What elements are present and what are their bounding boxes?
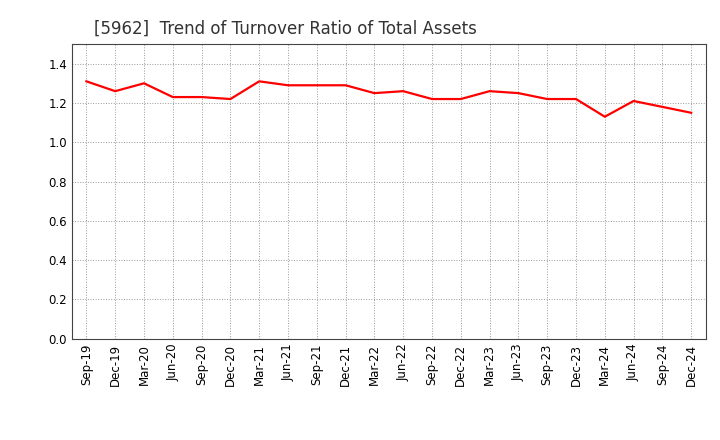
Text: [5962]  Trend of Turnover Ratio of Total Assets: [5962] Trend of Turnover Ratio of Total … — [94, 20, 477, 38]
